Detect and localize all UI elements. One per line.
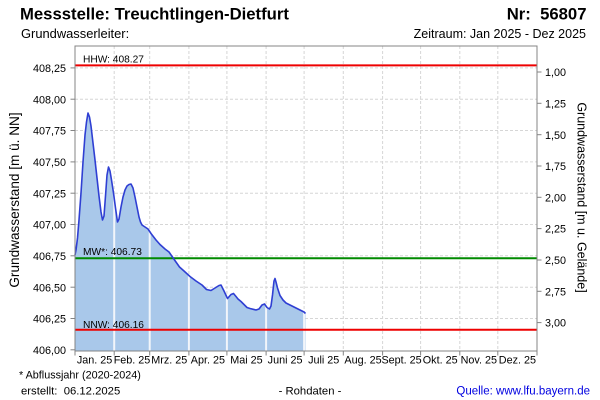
svg-text:1,25: 1,25	[545, 98, 566, 110]
svg-text:NNW: 406.16: NNW: 406.16	[83, 320, 144, 331]
svg-text:Nov. 25: Nov. 25	[461, 355, 497, 367]
svg-text:Jan. 25: Jan. 25	[77, 355, 112, 367]
svg-text:Messstelle: Treuchtlingen-Diet: Messstelle: Treuchtlingen-Dietfurt	[20, 5, 289, 24]
svg-text:406,50: 406,50	[33, 282, 66, 294]
svg-text:Feb. 25: Feb. 25	[114, 355, 151, 367]
svg-text:Juni 25: Juni 25	[268, 355, 303, 367]
svg-text:2,50: 2,50	[545, 255, 566, 267]
svg-text:Sept. 25: Sept. 25	[381, 355, 421, 367]
svg-text:Nr: 56807: Nr: 56807	[507, 5, 587, 24]
svg-text:407,50: 407,50	[33, 157, 66, 169]
svg-text:HHW: 408.27: HHW: 408.27	[83, 54, 144, 65]
svg-text:Mai 25: Mai 25	[230, 355, 262, 367]
svg-text:Zeitraum: Jan 2025 - Dez 2025: Zeitraum: Jan 2025 - Dez 2025	[414, 27, 586, 41]
svg-text:Aug. 25: Aug. 25	[344, 355, 381, 367]
svg-text:2,75: 2,75	[545, 286, 566, 298]
svg-text:1,50: 1,50	[545, 130, 566, 142]
svg-text:* Abflussjahr (2020-2024): * Abflussjahr (2020-2024)	[19, 369, 141, 381]
svg-text:MW*: 406.73: MW*: 406.73	[83, 247, 142, 258]
svg-text:3,00: 3,00	[545, 318, 566, 330]
svg-text:406,75: 406,75	[33, 251, 66, 263]
svg-text:- Rohdaten -: - Rohdaten -	[279, 386, 342, 398]
svg-text:Quelle: www.lfu.bayern.de: Quelle: www.lfu.bayern.de	[456, 386, 590, 398]
svg-text:1,75: 1,75	[545, 161, 566, 173]
svg-text:Dez. 25: Dez. 25	[499, 355, 536, 367]
svg-text:408,00: 408,00	[33, 94, 66, 106]
svg-text:407,75: 407,75	[33, 126, 66, 138]
svg-text:Okt. 25: Okt. 25	[423, 355, 458, 367]
svg-text:408,25: 408,25	[33, 63, 66, 75]
svg-text:Mrz. 25: Mrz. 25	[151, 355, 187, 367]
svg-text:Grundwasserstand [m ü. NN]: Grundwasserstand [m ü. NN]	[7, 112, 22, 287]
svg-text:407,00: 407,00	[33, 220, 66, 232]
svg-text:2,25: 2,25	[545, 224, 566, 236]
svg-text:2,00: 2,00	[545, 192, 566, 204]
svg-text:Grundwasserstand [m u. Gelände: Grundwasserstand [m u. Gelände]	[575, 102, 589, 292]
svg-text:406,25: 406,25	[33, 314, 66, 326]
svg-text:Juli 25: Juli 25	[308, 355, 339, 367]
svg-text:1,00: 1,00	[545, 67, 566, 79]
svg-text:406,00: 406,00	[33, 345, 66, 357]
svg-text:Grundwasserleiter:: Grundwasserleiter:	[21, 26, 129, 41]
svg-text:erstellt: 06.12.2025: erstellt: 06.12.2025	[21, 386, 120, 398]
svg-text:407,25: 407,25	[33, 188, 66, 200]
svg-text:Apr. 25: Apr. 25	[191, 355, 225, 367]
